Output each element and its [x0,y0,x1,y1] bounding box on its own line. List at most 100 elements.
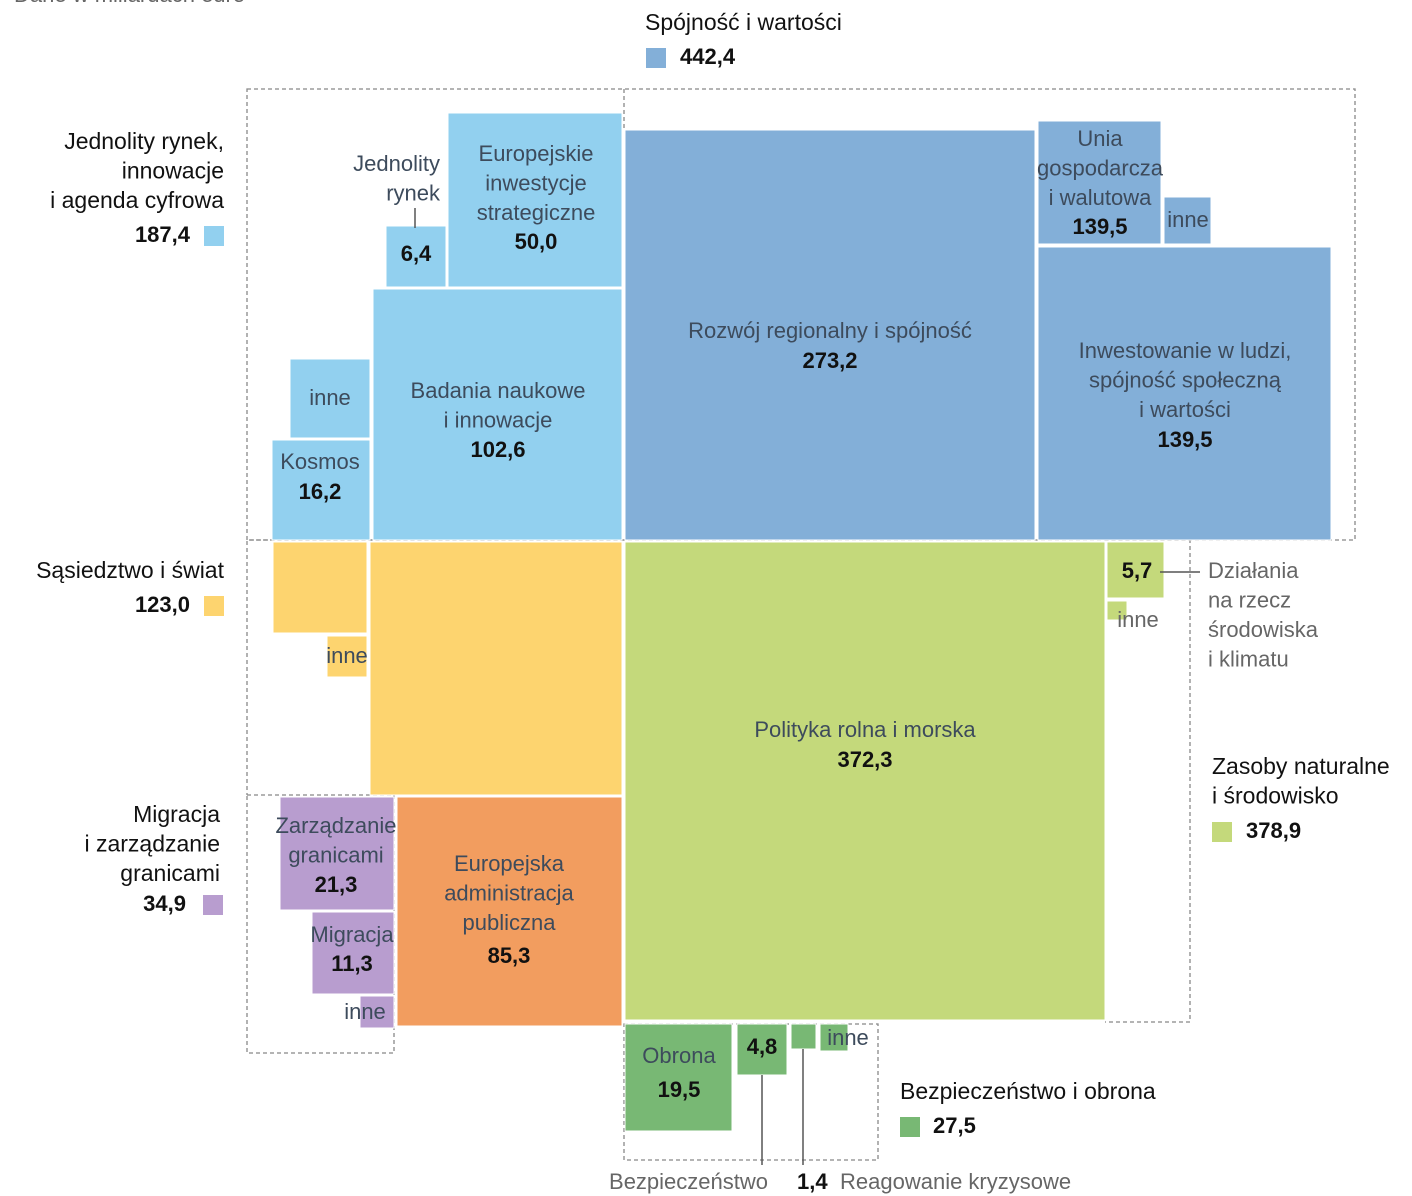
box [624,129,1036,541]
label: inne [827,1025,869,1050]
label: inne [1117,607,1159,632]
label: Działania [1208,558,1299,583]
group-total: 123,0 [135,592,190,617]
box [326,635,368,678]
legend-swatch [203,895,223,915]
note: Dane w miliardach euro [14,0,245,7]
label: Obrona [642,1043,716,1068]
value: 6,4 [401,241,432,266]
label: Reagowanie kryzysowe [840,1169,1071,1194]
value: 85,3 [488,943,531,968]
group-label: Spójność i wartości [645,9,842,35]
value: 273,2 [802,348,857,373]
box [311,911,395,995]
label: rynek [386,180,441,205]
group-label: i środowisko [1212,783,1339,809]
group-total: 34,9 [143,891,186,916]
label: Zarządzanie [275,813,396,838]
label: strategiczne [477,200,596,225]
group-total: 27,5 [933,1113,976,1138]
group-label: Migracja [133,801,220,827]
box [279,796,395,911]
label: administracja [444,880,574,905]
value: 19,5 [658,1077,701,1102]
label: inne [326,643,368,668]
legend-swatch [204,226,224,246]
box [624,541,1106,1021]
value: 372,3 [837,747,892,772]
value: 16,2 [299,479,342,504]
group-label: Zasoby naturalne [1212,753,1390,779]
box [272,541,368,634]
group-label: innowacje [122,158,224,184]
label: Badania naukowe [411,378,586,403]
box [372,288,623,541]
label: Polityka rolna i morska [754,717,976,742]
label: Migracja [310,922,394,947]
label: gospodarcza [1037,155,1164,180]
label: publiczna [463,910,557,935]
label: Jednolity [353,151,440,176]
group-frame [246,88,1356,541]
label: inne [309,385,351,410]
box [1106,541,1165,599]
group-total: 378,9 [1246,818,1301,843]
box [369,541,623,796]
label: Europejska [454,851,565,876]
value: 102,6 [470,437,525,462]
group-total: 442,4 [680,44,736,69]
box [385,225,447,288]
legend-swatch [204,596,224,616]
label: i walutowa [1049,185,1152,210]
label: spójność społeczną [1089,367,1282,392]
box [1037,246,1332,541]
label: inne [1167,207,1209,232]
value: 50,0 [515,229,558,254]
legend-swatch [1212,822,1232,842]
box [1037,120,1162,245]
group-total: 187,4 [135,222,191,247]
label: Rozwój regionalny i spójność [688,318,972,343]
label: na rzecz [1208,587,1291,612]
value: 11,3 [331,951,373,976]
value: 1,4 [797,1169,828,1194]
group-label: Jednolity rynek, [64,128,224,154]
label: Inwestowanie w ludzi, [1079,338,1292,363]
box [1106,600,1128,621]
value: 139,5 [1072,214,1127,239]
value: 4,8 [747,1034,778,1059]
label: i innowacje [444,407,553,432]
box [790,1023,817,1050]
box [624,1023,733,1132]
box [359,995,395,1029]
group-label: Bezpieczeństwo i obrona [900,1078,1156,1104]
box [1163,196,1212,245]
box [736,1023,788,1076]
label: Europejskie [479,141,594,166]
label: środowiska [1208,617,1319,642]
group-label: i zarządzanie [84,831,220,857]
label: inne [344,999,386,1024]
box [396,796,623,1027]
group-label: Sąsiedztwo i świat [36,557,225,583]
box [289,358,371,439]
label: i klimatu [1208,646,1289,671]
label: inwestycje [485,170,586,195]
group-label: i agenda cyfrowa [50,187,224,213]
group-frame [246,539,624,795]
value: 21,3 [315,872,358,897]
value: 139,5 [1157,427,1212,452]
value: 5,7 [1122,558,1153,583]
box [271,439,371,541]
box [447,112,623,288]
label: granicami [288,842,383,867]
label: Kosmos [280,449,359,474]
group-label: granicami [120,860,220,886]
label: i wartości [1139,397,1231,422]
legend-swatch [646,48,666,68]
label: Unia [1077,126,1123,151]
label: Bezpieczeństwo [609,1169,768,1194]
legend-swatch [900,1117,920,1137]
box [819,1023,849,1052]
